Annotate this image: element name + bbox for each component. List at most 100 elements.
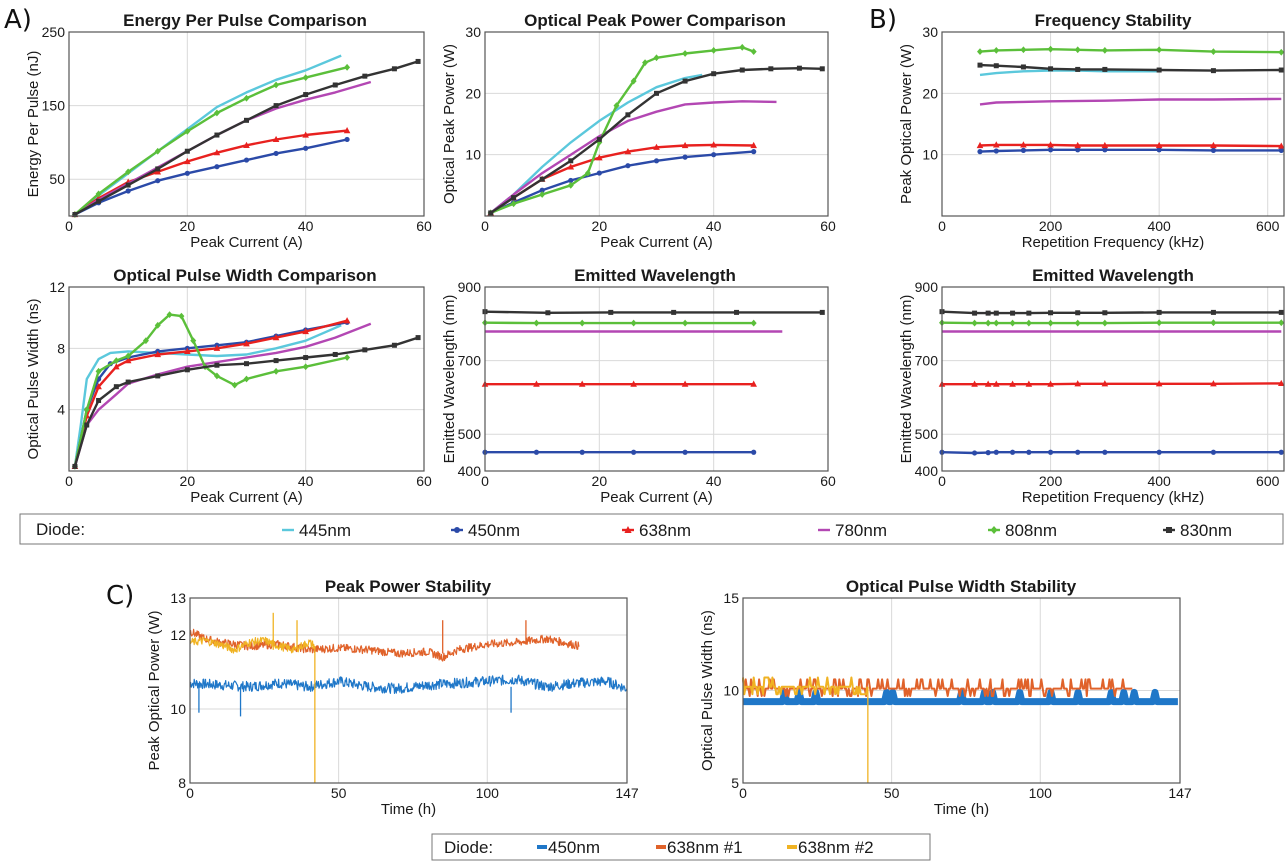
data-point-marker (671, 309, 677, 315)
data-point-marker (751, 449, 757, 455)
data-point-marker (213, 149, 221, 156)
data-point-marker (1047, 45, 1054, 53)
data-point-marker (734, 309, 740, 315)
data-point-marker (272, 334, 280, 341)
data-point-marker (113, 384, 119, 390)
data-point-marker (567, 163, 575, 170)
x-tick-label: 60 (820, 218, 836, 234)
x-tick-label: 20 (180, 473, 196, 489)
series-780nm (489, 100, 777, 214)
chart-title: Peak Power Stability (325, 577, 492, 596)
chart-title: Frequency Stability (1035, 11, 1192, 30)
legend-item-450nm: 450nm (537, 838, 600, 857)
data-point-marker (96, 397, 102, 403)
data-point-marker (1047, 319, 1054, 327)
data-point-marker (750, 48, 757, 56)
plot-area (942, 32, 1284, 216)
data-point-marker (1277, 142, 1285, 149)
series-808nm (482, 319, 757, 327)
data-point-marker (214, 132, 220, 138)
chart-title: Optical Pulse Width Stability (846, 577, 1077, 596)
data-point-marker (750, 380, 757, 387)
legend-top-title: Diode: (36, 520, 85, 539)
x-tick-label: 400 (1147, 218, 1171, 234)
series-780nm (73, 322, 372, 467)
data-point-marker (567, 181, 574, 189)
series-line (742, 678, 1133, 697)
data-point-marker (142, 337, 149, 345)
series-638nm-2 (742, 676, 869, 696)
data-point-marker (273, 103, 279, 109)
data-point-marker (184, 157, 191, 165)
y-tick-label: 30 (922, 24, 938, 40)
data-point-marker (1025, 319, 1032, 327)
x-tick-label: 200 (1039, 218, 1063, 234)
data-point-marker (344, 354, 351, 361)
x-tick-label: 50 (331, 785, 347, 801)
data-point-marker (1075, 449, 1081, 455)
data-point-marker (154, 147, 161, 155)
series-830nm (72, 335, 421, 469)
panel-label-b: B) (869, 5, 897, 35)
y-tick-label: 900 (915, 279, 939, 295)
data-point-marker (976, 141, 984, 149)
y-tick-label: 10 (922, 147, 938, 163)
data-point-marker (273, 358, 279, 364)
data-point-marker (272, 135, 280, 143)
data-point-marker (184, 347, 191, 354)
series-450nm (189, 674, 628, 694)
legend-marker (990, 526, 998, 534)
panel-label-a: A) (4, 5, 32, 35)
legend-label: 808nm (1005, 521, 1057, 540)
data-point-marker (1102, 449, 1108, 455)
data-point-marker (630, 319, 637, 327)
data-point-marker (1278, 319, 1285, 327)
data-point-marker (190, 337, 197, 345)
x-axis-label: Peak Current (A) (600, 234, 713, 251)
data-point-marker (608, 309, 614, 315)
data-point-marker (125, 188, 131, 194)
x-tick-label: 100 (476, 785, 500, 801)
y-axis-label: Emitted Wavelength (nm) (898, 295, 915, 464)
x-tick-label: 0 (65, 473, 73, 489)
data-point-marker (243, 94, 250, 102)
legend-item-638nm: 638nm (622, 521, 691, 540)
data-point-marker (630, 380, 637, 387)
data-point-marker (1210, 380, 1217, 387)
data-point-marker (1048, 310, 1054, 316)
series-line (489, 73, 703, 214)
data-point-marker (1074, 141, 1082, 149)
series-line (74, 129, 348, 216)
data-point-marker (653, 143, 660, 150)
y-tick-label: 700 (915, 353, 939, 369)
data-point-marker (391, 342, 397, 348)
series-line (979, 69, 1160, 77)
data-point-marker (1102, 66, 1108, 72)
x-tick-label: 0 (938, 218, 946, 234)
plot-frame (189, 597, 628, 784)
plot-area (485, 287, 828, 471)
data-point-marker (303, 145, 309, 151)
data-point-marker (332, 351, 338, 357)
x-axis-label: Peak Current (A) (600, 489, 713, 506)
data-point-marker (1156, 46, 1163, 54)
data-point-marker (72, 463, 78, 469)
data-point-marker (95, 383, 102, 390)
data-point-marker (154, 350, 162, 358)
data-point-marker (681, 141, 689, 149)
data-point-marker (303, 92, 309, 98)
data-point-marker (124, 357, 132, 364)
legend-top-items: 445nm 450nm 638nm 780nm 808nm 830nm (282, 521, 1232, 540)
data-point-marker (1047, 380, 1054, 387)
data-point-marker (362, 347, 368, 353)
x-axis-label: Repetition Frequency (kHz) (1022, 489, 1205, 506)
data-point-marker (971, 319, 978, 327)
series-line (490, 150, 754, 214)
data-point-marker (1156, 449, 1162, 455)
data-point-marker (415, 335, 421, 341)
x-tick-label: 60 (416, 473, 432, 489)
data-point-marker (972, 310, 978, 316)
data-point-marker (1048, 66, 1054, 72)
data-point-marker (1101, 47, 1108, 54)
data-point-marker (302, 131, 309, 138)
